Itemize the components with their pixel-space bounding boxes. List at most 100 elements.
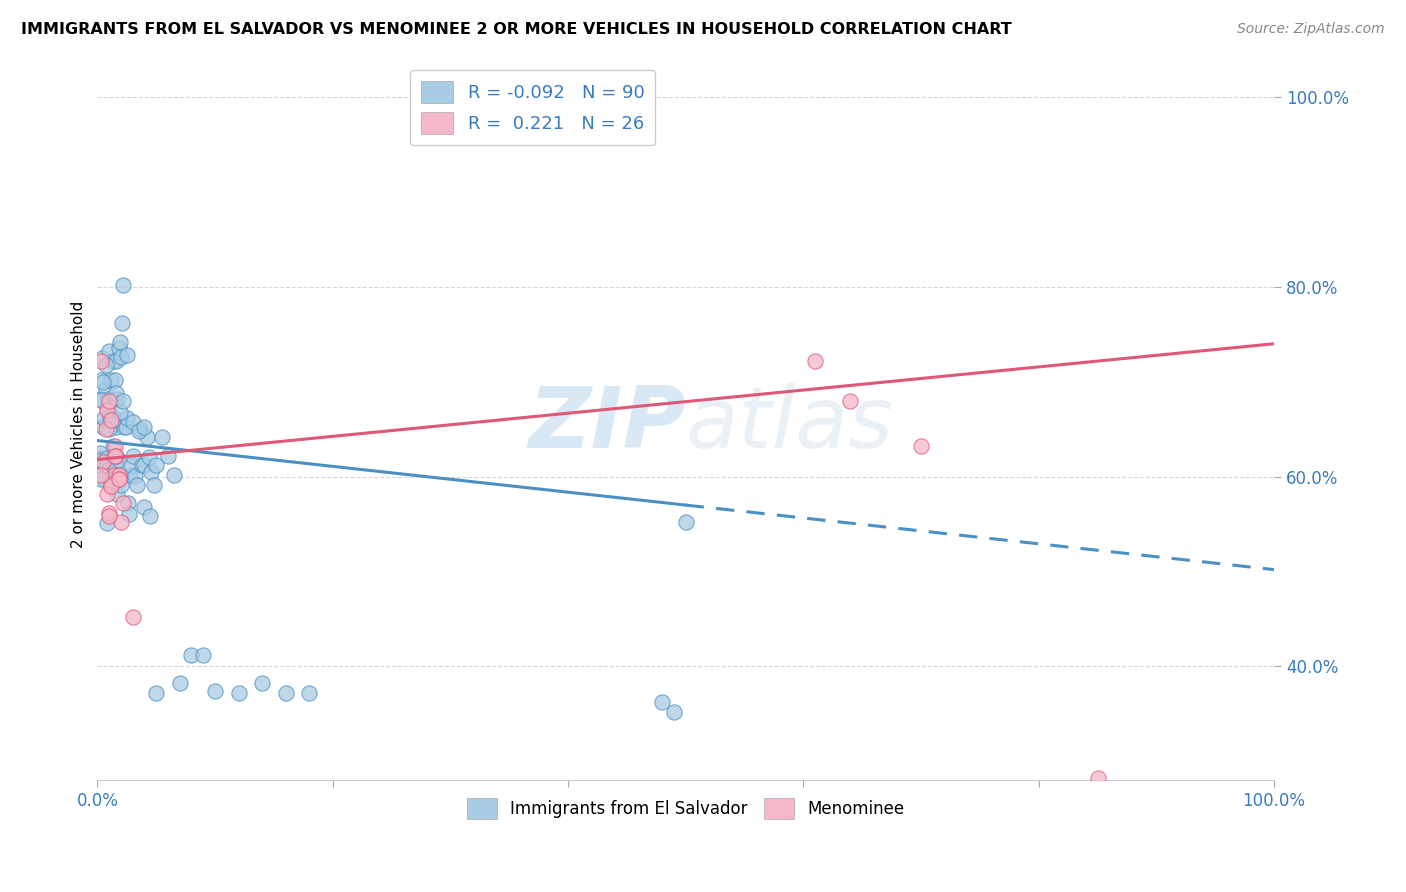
Point — [103, 410, 125, 425]
Point — [93, 410, 115, 425]
Point — [107, 342, 129, 356]
Point — [108, 334, 131, 349]
Point — [150, 430, 173, 444]
Point — [90, 373, 112, 387]
Point — [97, 392, 120, 406]
Point — [163, 467, 186, 482]
Y-axis label: 2 or more Vehicles in Household: 2 or more Vehicles in Household — [72, 301, 86, 548]
Point — [134, 500, 156, 514]
Point — [100, 474, 122, 488]
Point — [121, 449, 143, 463]
Point — [94, 382, 117, 396]
Point — [121, 458, 143, 473]
Point — [662, 705, 685, 719]
Point — [98, 462, 121, 476]
Point — [90, 467, 112, 482]
Point — [98, 506, 121, 520]
Point — [115, 410, 138, 425]
Point — [839, 393, 862, 408]
Point — [107, 471, 129, 485]
Point — [115, 348, 138, 362]
Point — [90, 392, 112, 407]
Point — [104, 449, 127, 463]
Point — [910, 439, 932, 453]
Point — [96, 450, 118, 465]
Point — [138, 450, 160, 464]
Text: atlas: atlas — [686, 383, 894, 466]
Point — [121, 610, 143, 624]
Point — [98, 422, 121, 436]
Point — [104, 458, 127, 473]
Point — [298, 686, 321, 700]
Point — [169, 676, 191, 690]
Point — [124, 468, 146, 483]
Point — [651, 696, 673, 710]
Text: ZIP: ZIP — [529, 383, 686, 466]
Point — [131, 458, 153, 473]
Point — [97, 467, 120, 481]
Point — [112, 496, 135, 510]
Point — [105, 392, 128, 406]
Point — [108, 405, 131, 419]
Point — [112, 277, 135, 292]
Point — [100, 477, 122, 491]
Point — [101, 354, 124, 368]
Point — [98, 471, 121, 485]
Point — [193, 648, 215, 662]
Point — [105, 354, 128, 368]
Point — [1087, 772, 1109, 786]
Point — [127, 478, 149, 492]
Point — [135, 430, 157, 444]
Point — [98, 393, 121, 408]
Point — [134, 458, 156, 473]
Point — [110, 478, 132, 492]
Point — [98, 410, 121, 425]
Point — [91, 420, 114, 434]
Point — [107, 467, 129, 482]
Point — [100, 479, 122, 493]
Point — [101, 439, 124, 453]
Point — [104, 439, 127, 453]
Point — [128, 424, 150, 438]
Point — [96, 401, 118, 416]
Point — [96, 486, 118, 500]
Point — [101, 412, 124, 426]
Point — [103, 467, 125, 482]
Point — [103, 450, 125, 464]
Point — [112, 393, 135, 408]
Point — [96, 516, 118, 530]
Point — [91, 460, 114, 475]
Point — [228, 686, 250, 700]
Point — [142, 478, 165, 492]
Point — [91, 465, 114, 479]
Point — [139, 509, 162, 524]
Point — [110, 515, 132, 529]
Point — [107, 453, 129, 467]
Point — [117, 496, 139, 510]
Point — [274, 686, 297, 700]
Point — [90, 452, 112, 467]
Point — [107, 471, 129, 485]
Point — [105, 449, 128, 463]
Point — [145, 458, 167, 473]
Point — [156, 449, 179, 463]
Point — [100, 412, 122, 426]
Point — [98, 344, 121, 359]
Point — [89, 446, 111, 460]
Point — [94, 358, 117, 372]
Point — [105, 386, 128, 401]
Point — [94, 458, 117, 473]
Point — [112, 420, 135, 434]
Text: Source: ZipAtlas.com: Source: ZipAtlas.com — [1237, 22, 1385, 37]
Point — [89, 392, 111, 406]
Point — [91, 455, 114, 469]
Point — [110, 350, 132, 364]
Point — [128, 422, 150, 436]
Point — [675, 515, 697, 529]
Point — [87, 450, 110, 465]
Point — [141, 465, 163, 479]
Point — [90, 471, 112, 485]
Point — [120, 467, 142, 482]
Point — [180, 648, 202, 662]
Point — [118, 507, 141, 521]
